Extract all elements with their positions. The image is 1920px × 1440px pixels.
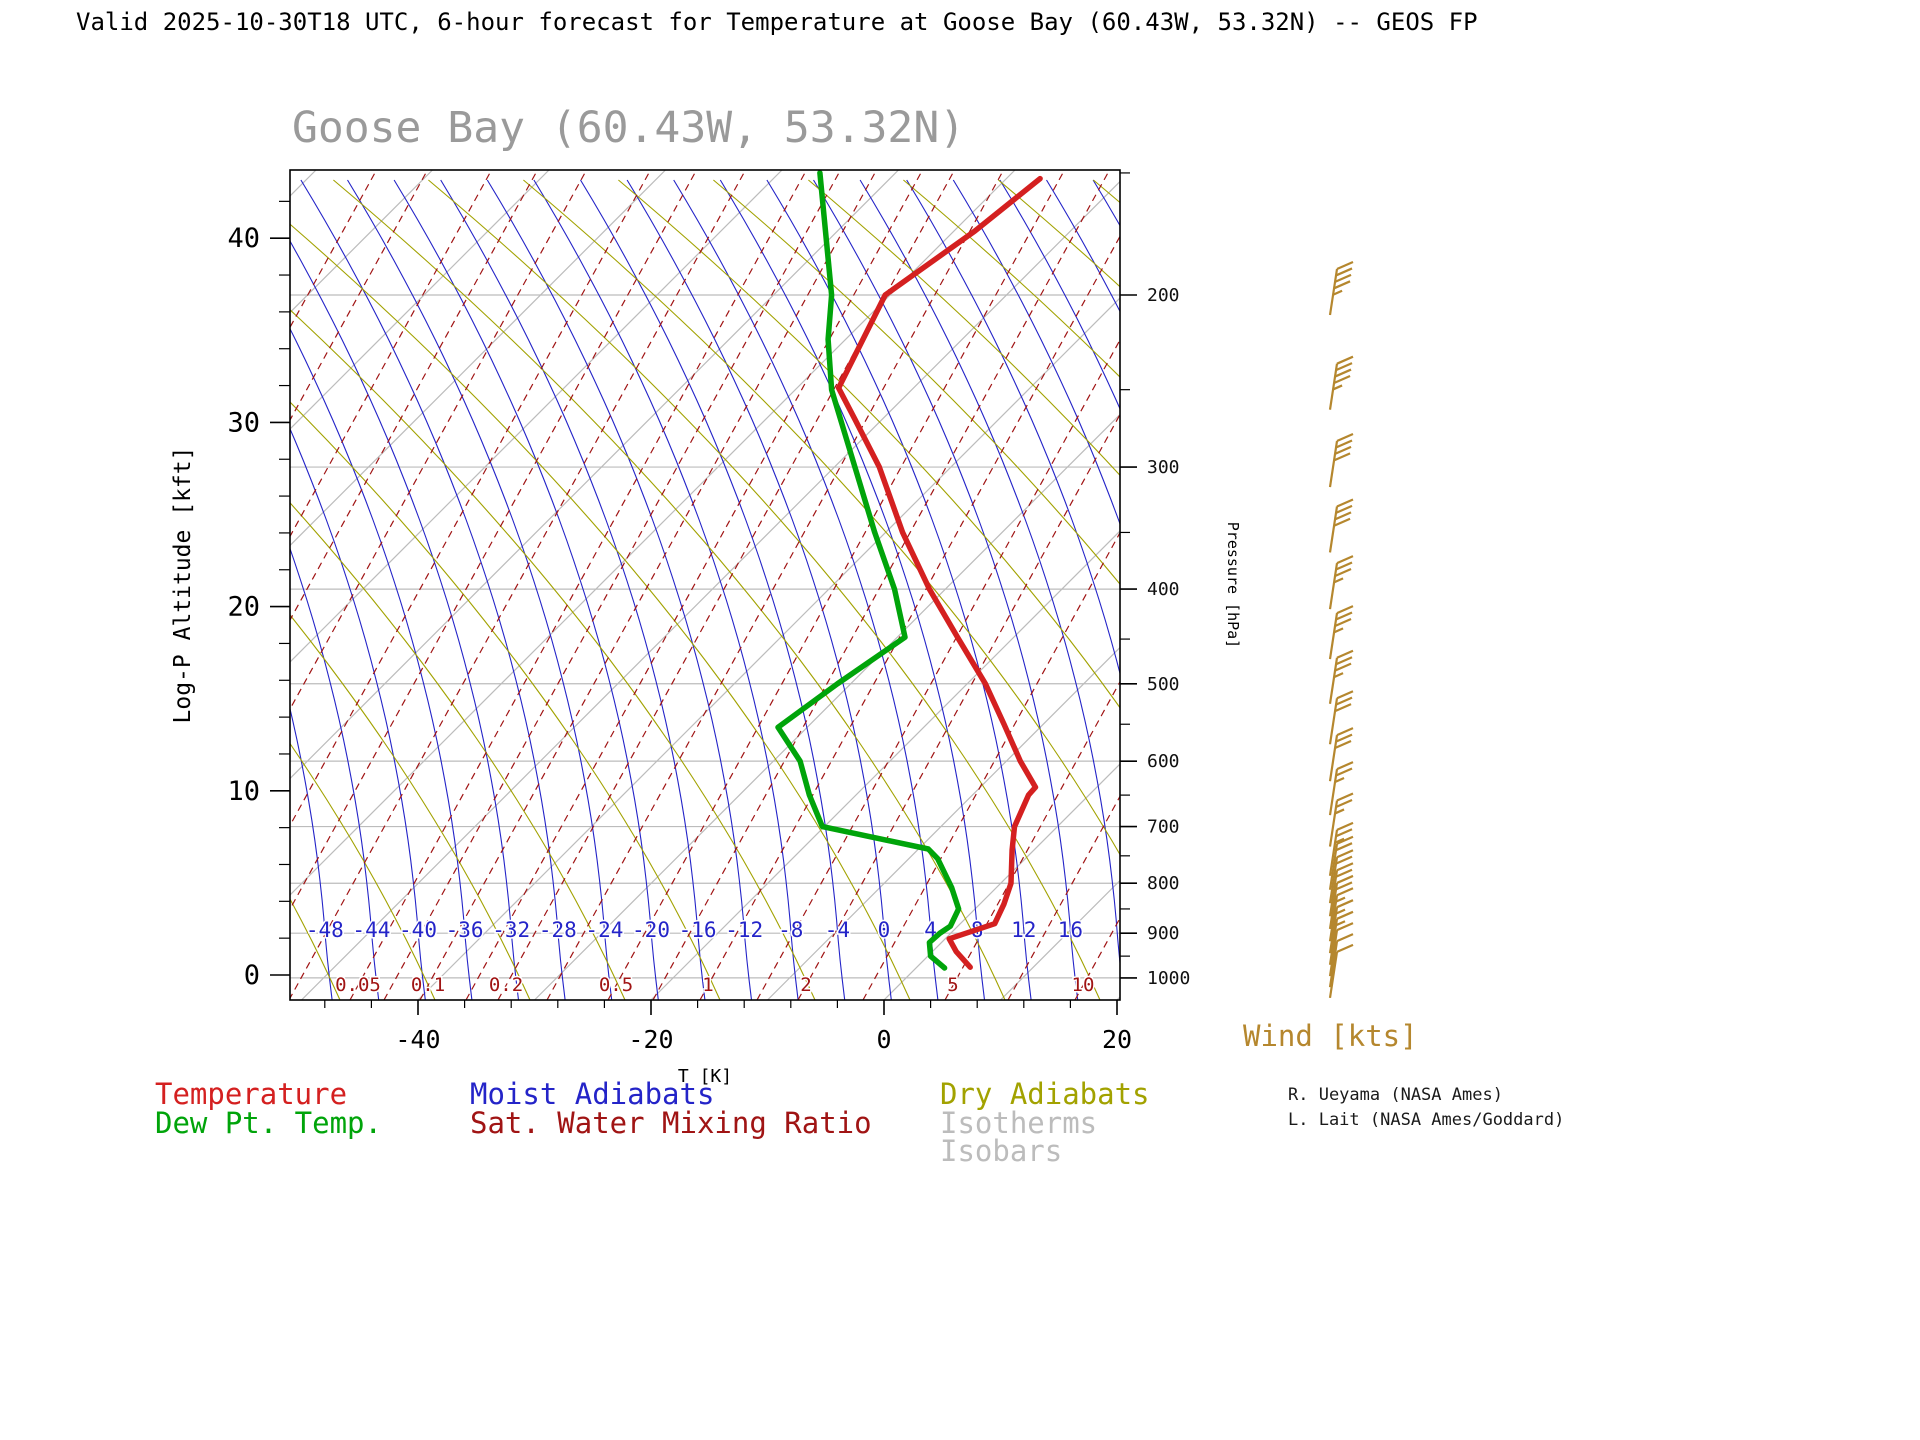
- chart-title: Goose Bay (60.43W, 53.32N): [292, 103, 965, 153]
- x-tick-label: 20: [1102, 1025, 1132, 1054]
- x-axis-label: T [K]: [678, 1066, 732, 1087]
- legend-isobars: Isobars: [940, 1134, 1062, 1168]
- altitude-tick-label: 0: [244, 960, 260, 991]
- wind-barb: [1328, 555, 1354, 610]
- mixing-ratio-value-label: 2: [800, 974, 811, 996]
- wind-barb: [1328, 605, 1354, 660]
- legend-temperature: Temperature: [155, 1077, 347, 1111]
- mixing-ratio-value-label: 0.2: [489, 974, 523, 996]
- mixing-ratio-value-label: 0.05: [335, 974, 381, 996]
- moist-adiabat-value-label: -32: [492, 918, 530, 942]
- y-axis-right-label: Pressure [hPa]: [1224, 522, 1242, 648]
- x-tick-label: -20: [628, 1025, 673, 1054]
- wind-barb: [1328, 821, 1354, 876]
- wind-barb: [1328, 910, 1354, 965]
- credit-line-1: R. Ueyama (NASA Ames): [1288, 1085, 1503, 1105]
- mixing-ratio-value-label: 10: [1072, 974, 1095, 996]
- altitude-tick-label: 40: [227, 223, 260, 254]
- wind-barb: [1328, 727, 1354, 782]
- pressure-tick-label: 800: [1147, 873, 1180, 894]
- altitude-tick-label: 30: [227, 407, 260, 438]
- wind-barbs-layer: [1328, 260, 1354, 999]
- pressure-tick-label: 300: [1147, 457, 1180, 478]
- wind-barb: [1328, 862, 1354, 917]
- wind-barb: [1328, 649, 1354, 704]
- wind-barb: [1328, 899, 1354, 954]
- altitude-tick-label: 20: [227, 592, 260, 623]
- temperature-trace: [835, 175, 1043, 970]
- pressure-tick-label: 200: [1147, 285, 1180, 306]
- legend-dewpoint: Dew Pt. Temp.: [155, 1106, 382, 1140]
- moist-adiabat-value-label: -20: [632, 918, 670, 942]
- plot-frame: [289, 169, 1121, 1001]
- moist-adiabat-value-label: -28: [539, 918, 577, 942]
- wind-barb: [1328, 874, 1354, 930]
- pressure-tick-label: 400: [1147, 579, 1180, 600]
- wind-barb: [1328, 835, 1354, 890]
- isobar-lines: [290, 294, 1120, 979]
- altitude-tick-label: 10: [227, 776, 260, 807]
- wind-barb: [1328, 887, 1354, 942]
- grid-layer: [290, 170, 1120, 1000]
- wind-units-label: Wind [kts]: [1243, 1019, 1418, 1053]
- moist-adiabat-value-label: -36: [446, 918, 484, 942]
- isotherm-lines: [290, 170, 1120, 1000]
- wind-barb: [1328, 260, 1354, 316]
- moist-adiabat-value-label: -4: [825, 918, 850, 942]
- profiles-layer: [775, 170, 1043, 971]
- moist-adiabat-value-label: -8: [778, 918, 803, 942]
- legend-isotherms: Isotherms: [940, 1106, 1097, 1140]
- mixing-ratio-value-label: 0.5: [599, 974, 633, 996]
- mixing-ratio-value-label: 0.1: [411, 974, 445, 996]
- pressure-tick-label: 500: [1147, 674, 1180, 695]
- wind-barb: [1328, 355, 1354, 410]
- moist-adiabat-value-label: -44: [352, 918, 390, 942]
- mixing-ratio-value-label: 1: [702, 974, 713, 996]
- wind-barb: [1328, 849, 1354, 904]
- moist-adiabat-value-label: -48: [306, 918, 344, 942]
- wind-barb: [1328, 943, 1354, 999]
- mixing-ratio-value-label: 5: [947, 974, 958, 996]
- dry-adiabat-lines: [290, 179, 1120, 1000]
- pressure-tick-label: 600: [1147, 751, 1180, 772]
- wind-barb: [1328, 433, 1354, 488]
- wind-barb: [1328, 690, 1354, 745]
- moist-adiabat-value-label: -16: [679, 918, 717, 942]
- pressure-tick-label: 900: [1147, 923, 1180, 944]
- moist-adiabat-value-label: -12: [725, 918, 763, 942]
- inplot-labels-layer: -48 -44 -40 -36 -32 -28 -24 -20 -16 -12 -8 -4 0 4 8 12 1…: [304, 917, 1096, 998]
- moist-adiabat-value-label: -40: [399, 918, 437, 942]
- moist-adiabat-value-label: 0: [878, 918, 891, 942]
- x-tick-label: -40: [395, 1025, 440, 1054]
- wind-barb: [1328, 761, 1354, 816]
- x-tick-label: 0: [876, 1025, 891, 1054]
- wind-barb: [1328, 922, 1354, 977]
- moist-adiabat-value-label: 16: [1058, 918, 1083, 942]
- wind-barb: [1328, 792, 1354, 847]
- legend-dry-adiabats: Dry Adiabats: [940, 1077, 1150, 1111]
- credit-line-2: L. Lait (NASA Ames/Goddard): [1288, 1110, 1564, 1130]
- legend-mixing-ratio: Sat. Water Mixing Ratio: [470, 1106, 872, 1140]
- y-axis-left-label: Log-P Altitude [kft]: [170, 447, 196, 724]
- moist-adiabat-value-label: -24: [585, 918, 623, 942]
- pressure-tick-label: 700: [1147, 817, 1180, 838]
- wind-barb: [1328, 498, 1354, 553]
- mixing-ratio-lines: [290, 170, 1120, 1000]
- wind-barb: [1328, 933, 1354, 988]
- valid-time-title: Valid 2025-10-30T18 UTC, 6-hour forecast…: [76, 8, 1478, 36]
- moist-adiabat-value-label: 12: [1011, 918, 1036, 942]
- axes-layer: -40 -20 0 200102030402003004005006007008009…: [227, 169, 1190, 1054]
- pressure-tick-label: 1000: [1147, 968, 1190, 989]
- dewpoint-trace: [775, 170, 962, 971]
- legend-moist-adiabats: Moist Adiabats: [470, 1077, 714, 1111]
